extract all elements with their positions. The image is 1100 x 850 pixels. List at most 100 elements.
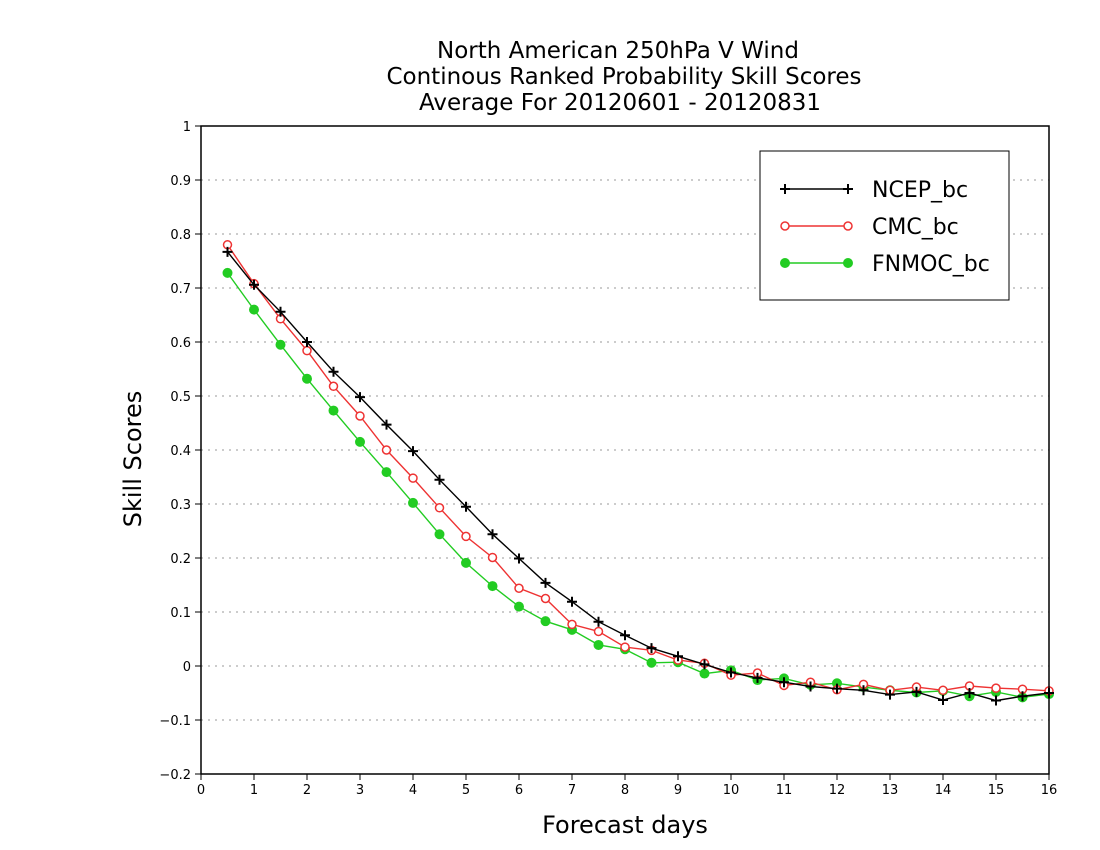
y-tick-label: 0.4 (170, 444, 191, 459)
data-point-ncep-bc (699, 659, 710, 670)
plot-frame (200, 125, 1050, 775)
data-point-fnmoc-bc (699, 668, 710, 679)
data-point-cmc-bc (408, 473, 418, 483)
data-point-ncep-bc (434, 474, 445, 485)
data-point-cmc-bc (328, 381, 339, 392)
y-tick-label: 0.8 (170, 228, 191, 243)
data-point-ncep-bc (911, 686, 922, 697)
data-point-fnmoc-bc (302, 373, 312, 384)
data-point-ncep-bc (646, 643, 657, 654)
x-tick-label: 1 (250, 783, 258, 798)
data-point-ncep-bc (938, 695, 948, 706)
data-point-fnmoc-bc (381, 467, 392, 478)
x-tick-label: 16 (1041, 783, 1058, 798)
x-tick-label: 4 (409, 783, 417, 798)
data-point-cmc-bc (938, 685, 948, 696)
y-tick-label: 0.1 (170, 606, 191, 621)
data-point-ncep-bc (355, 392, 365, 403)
legend-marker-fnmoc-bc (780, 258, 790, 268)
data-point-fnmoc-bc (408, 497, 418, 508)
data-point-fnmoc-bc (249, 304, 259, 315)
data-point-ncep-bc (540, 577, 551, 588)
y-tick-label: 0.5 (170, 390, 191, 405)
series-cmc-bc (222, 240, 1054, 696)
legend-item-fnmoc-bc: FNMOC_bc (780, 252, 990, 277)
data-point-fnmoc-bc (222, 267, 233, 278)
data-point-fnmoc-bc (355, 436, 365, 447)
series-ncep-bc (222, 246, 1054, 706)
data-point-ncep-bc (858, 685, 869, 696)
y-tick-label: 0.7 (170, 282, 191, 297)
data-point-cmc-bc (434, 503, 445, 513)
legend-label-cmc-bc: CMC_bc (872, 215, 959, 240)
data-point-cmc-bc (355, 411, 365, 421)
x-tick-label: 8 (621, 783, 629, 798)
data-point-ncep-bc (593, 616, 604, 627)
data-point-cmc-bc (620, 642, 630, 652)
series-line-cmc-bc (226, 244, 1050, 692)
data-point-fnmoc-bc (514, 601, 524, 612)
y-tick-label: 0.2 (170, 552, 191, 567)
data-point-ncep-bc (249, 279, 259, 290)
series-layer (222, 240, 1054, 706)
data-point-fnmoc-bc (593, 639, 604, 650)
data-point-ncep-bc (832, 683, 842, 694)
x-tick-label: 5 (462, 783, 470, 798)
legend: NCEP_bc CMC_bc FNMOC_bc (759, 150, 1010, 301)
grid (201, 179, 1049, 721)
y-tick-label: 1 (183, 120, 191, 135)
data-point-ncep-bc (302, 337, 312, 347)
x-axis-label: Forecast days (542, 811, 708, 839)
data-point-cmc-bc (593, 626, 604, 637)
x-tick-label: 9 (674, 783, 682, 798)
y-tick-label: −0.1 (159, 714, 191, 729)
data-point-cmc-bc (540, 593, 551, 604)
data-point-ncep-bc (620, 630, 630, 641)
legend-marker-ncep-bc (843, 184, 853, 194)
x-tick-label: 13 (882, 783, 899, 798)
x-tick-label: 11 (776, 783, 793, 798)
data-point-cmc-bc (487, 552, 498, 563)
series-line-ncep-bc (226, 251, 1050, 702)
x-tick-label: 3 (356, 783, 364, 798)
data-point-fnmoc-bc (646, 657, 657, 668)
data-point-ncep-bc (567, 596, 577, 607)
data-point-cmc-bc (461, 531, 471, 542)
data-point-ncep-bc (726, 667, 736, 678)
x-tick-label: 12 (829, 783, 846, 798)
data-point-ncep-bc (779, 677, 789, 688)
data-point-ncep-bc (487, 529, 498, 540)
data-point-ncep-bc (885, 689, 895, 700)
x-tick-label: 15 (988, 783, 1005, 798)
data-point-ncep-bc (328, 366, 339, 377)
y-tick-label: 0.9 (170, 174, 191, 189)
y-tick-label: −0.2 (159, 768, 191, 783)
data-point-fnmoc-bc (275, 339, 286, 350)
data-point-cmc-bc (991, 683, 1001, 693)
legend-item-cmc-bc: CMC_bc (780, 215, 959, 240)
y-tick-label: 0.3 (170, 498, 191, 513)
data-point-ncep-bc (408, 446, 418, 457)
data-point-ncep-bc (461, 501, 471, 512)
data-point-cmc-bc (381, 445, 392, 455)
data-point-cmc-bc (302, 345, 312, 356)
series-fnmoc-bc (222, 267, 1054, 703)
data-point-ncep-bc (964, 688, 975, 698)
legend-marker-cmc-bc (780, 221, 790, 231)
data-point-ncep-bc (991, 695, 1001, 706)
x-tick-label: 0 (197, 783, 205, 798)
legend-marker-fnmoc-bc (843, 258, 853, 268)
data-point-ncep-bc (805, 681, 816, 692)
y-tick-label: 0.6 (170, 336, 191, 351)
data-point-ncep-bc (752, 672, 763, 683)
x-tick-label: 14 (935, 783, 952, 798)
chart-title-line-2: Continous Ranked Probability Skill Score… (386, 64, 861, 90)
data-point-cmc-bc (567, 619, 577, 630)
data-point-fnmoc-bc (328, 405, 339, 416)
y-tick-label: 0 (183, 660, 191, 675)
data-point-ncep-bc (1017, 691, 1028, 702)
chart-title-line-1: North American 250hPa V Wind (437, 38, 799, 64)
axes: 1 0.9 0.8 0.7 0.6 0.5 0.4 0.3 0.2 0.1 0 −0.1 −0.2 0 1 2… (159, 120, 1057, 798)
data-point-fnmoc-bc (434, 529, 445, 540)
